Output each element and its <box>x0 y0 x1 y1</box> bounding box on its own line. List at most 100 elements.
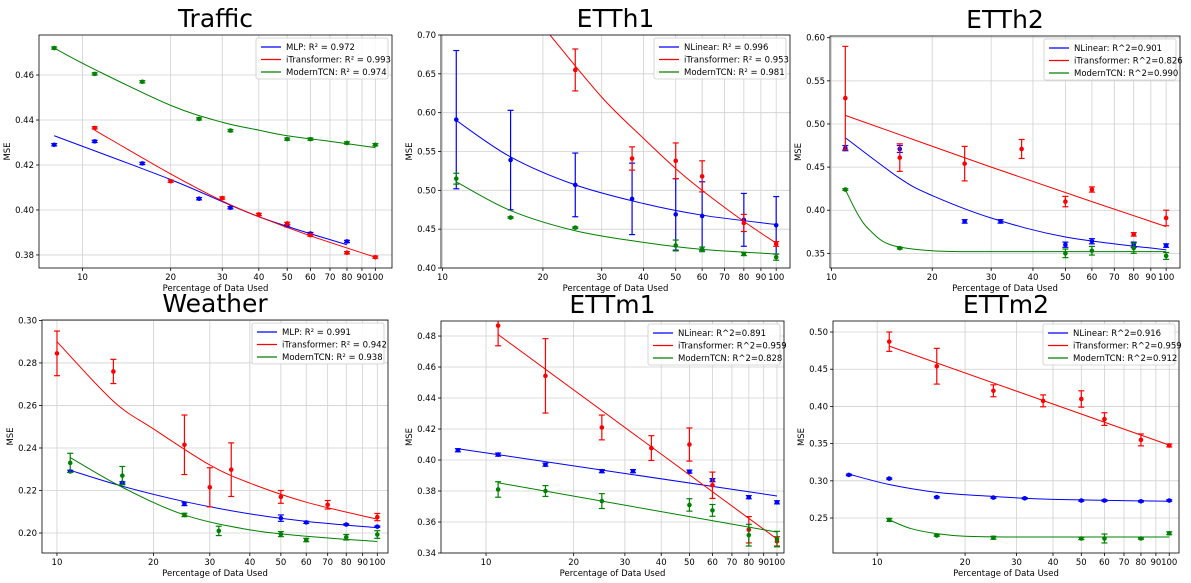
data-point <box>507 215 514 220</box>
data-point <box>896 143 903 173</box>
marker <box>1019 146 1024 152</box>
data-point <box>886 476 893 481</box>
marker <box>1163 215 1169 221</box>
marker <box>773 241 779 247</box>
data-point <box>119 465 126 486</box>
series-itransformer <box>549 35 780 247</box>
data-point <box>542 484 549 498</box>
data-point <box>277 489 284 504</box>
data-point <box>1166 443 1173 448</box>
marker <box>1166 498 1172 503</box>
marker <box>1089 248 1095 254</box>
subplot-title: ETTm2 <box>963 290 1049 319</box>
data-point <box>255 212 262 217</box>
x-axis-label: Percentage of Data Used <box>560 569 666 579</box>
marker <box>886 339 892 344</box>
x-tick-label: 60 <box>1099 558 1110 568</box>
data-point <box>219 195 226 201</box>
data-point <box>773 240 780 247</box>
marker <box>572 225 578 230</box>
data-point <box>1166 498 1173 503</box>
legend-box <box>647 323 781 366</box>
series-moderntcn <box>51 45 379 149</box>
y-tick-label: 0.70 <box>417 31 436 41</box>
x-tick-label: 10 <box>77 273 88 283</box>
data-point <box>67 452 74 474</box>
marker <box>1166 443 1172 448</box>
legend: NLinear: R^2=0.916 iTransformer: R^2=0.95… <box>1042 323 1182 366</box>
marker <box>1131 245 1137 251</box>
x-tick-label: 80 <box>743 558 754 568</box>
axes-frame <box>832 320 1180 554</box>
data-point <box>773 530 780 548</box>
data-point <box>181 414 188 476</box>
subplot-etth1: ETTh1 10 20 30 40 50 60 70 80 90 100 0.40 0.45 0.50 0.… <box>405 4 791 294</box>
marker <box>1079 396 1084 402</box>
marker <box>67 460 73 466</box>
legend-entry: ModernTCN: R² = 0.938 <box>282 353 383 363</box>
fit-curve <box>56 341 378 520</box>
marker <box>649 445 654 451</box>
data-point <box>598 468 605 474</box>
marker <box>599 468 605 474</box>
x-tick-label: 90 <box>1145 273 1156 283</box>
marker <box>991 495 996 500</box>
data-point <box>672 239 679 252</box>
x-tick-label: 50 <box>670 273 681 283</box>
series-nlinear <box>453 49 780 255</box>
data-point <box>277 514 284 522</box>
x-tick-label: 30 <box>986 273 997 283</box>
y-axis-label: MSE <box>797 428 807 446</box>
y-tick-label: 0.25 <box>809 514 828 524</box>
series-moderntcn <box>67 452 381 543</box>
x-tick-label: 20 <box>538 273 549 283</box>
data-point <box>1137 536 1144 541</box>
series-itransformer <box>842 45 1170 237</box>
x-tick-label: 80 <box>342 273 353 283</box>
marker <box>284 136 290 142</box>
marker <box>228 467 234 472</box>
x-tick-label: 20 <box>960 558 971 568</box>
series-nlinear <box>845 472 1173 504</box>
x-tick-label: 10 <box>826 273 837 283</box>
data-point <box>1163 243 1170 248</box>
data-point <box>227 128 234 133</box>
x-tick-label: 90 <box>756 273 767 283</box>
marker <box>92 125 97 131</box>
data-point <box>933 533 940 538</box>
data-point <box>215 525 222 537</box>
marker <box>886 476 892 481</box>
marker <box>216 528 222 534</box>
data-point <box>1062 241 1069 248</box>
marker <box>1063 199 1068 204</box>
marker <box>846 472 852 478</box>
legend-box <box>251 322 385 365</box>
marker <box>51 142 57 148</box>
fit-curve <box>889 519 1170 538</box>
fit-curve <box>53 47 376 149</box>
marker <box>673 212 679 217</box>
marker <box>998 219 1003 224</box>
marker <box>344 239 350 244</box>
marker <box>991 388 996 394</box>
x-tick-label: 40 <box>253 273 264 283</box>
x-tick-label: 80 <box>738 273 749 283</box>
data-point <box>196 196 203 202</box>
legend-entry: MLP: R² = 0.972 <box>286 43 355 53</box>
marker <box>140 79 145 85</box>
fit-curve <box>456 181 777 255</box>
legend-entry: iTransformer: R² = 0.942 <box>282 341 387 351</box>
marker <box>1138 536 1144 541</box>
y-tick-label: 0.55 <box>806 77 825 87</box>
marker <box>508 157 513 163</box>
x-tick-label: 30 <box>1011 558 1022 568</box>
fit-curve <box>498 482 778 533</box>
data-point <box>307 232 314 238</box>
legend: NLinear: R^2=0.891 iTransformer: R^2=0.95… <box>647 323 787 366</box>
data-point <box>745 523 752 547</box>
x-tick-label: 10 <box>481 558 492 568</box>
y-tick-label: 0.26 <box>18 401 37 411</box>
legend: NLinear: R^2=0.901 iTransformer: R^2=0.82… <box>1043 38 1183 81</box>
marker <box>1131 232 1137 237</box>
marker <box>182 512 187 518</box>
